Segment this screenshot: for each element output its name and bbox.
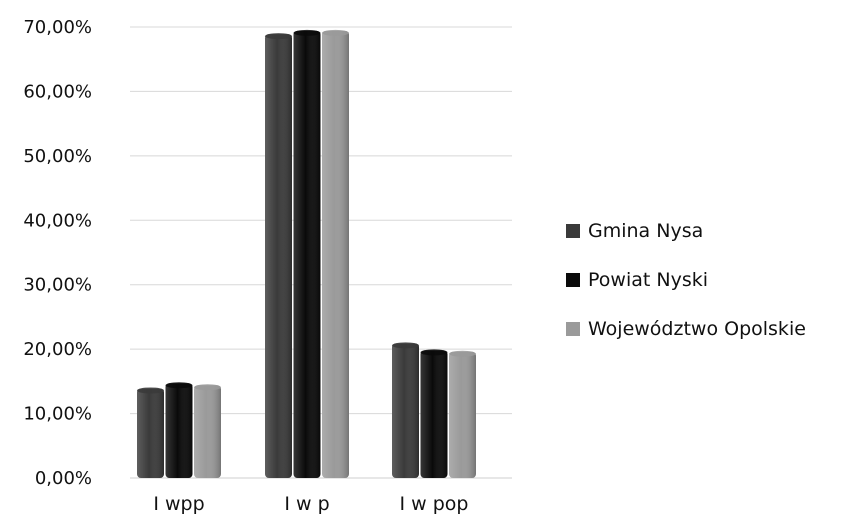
bar-cap [420, 349, 448, 356]
bar [265, 33, 292, 478]
bar-cap [194, 384, 221, 391]
bar [293, 29, 321, 478]
bar-cap [265, 33, 292, 40]
y-axis-tick-labels: 0,00% 10,00% 20,00% 30,00% 40,00% 50,00% 60,00… [23, 17, 92, 489]
bar-shading [293, 30, 321, 478]
y-tick-label: 50,00% [23, 146, 92, 167]
legend-swatch [566, 322, 580, 336]
legend-swatch [566, 224, 580, 238]
bar [420, 349, 448, 478]
y-tick-label: 70,00% [23, 17, 92, 38]
legend-item-wojewodztwo-opolskie: Województwo Opolskie [566, 313, 806, 345]
y-tick-label: 0,00% [35, 468, 92, 489]
bar-cap [293, 29, 321, 36]
x-category-label: I wpp [153, 493, 204, 515]
bar-shading [265, 34, 292, 478]
gridlines [130, 26, 512, 479]
bar-cap [392, 342, 419, 349]
legend-item-gmina-nysa: Gmina Nysa [566, 215, 806, 247]
bars [137, 29, 476, 478]
bar-shading [137, 388, 164, 478]
legend-item-powiat-nyski: Powiat Nyski [566, 264, 806, 296]
x-axis-category-labels: I wpp I w p I w pop [153, 493, 468, 515]
x-category-label: I w p [284, 493, 329, 515]
bar-cap [165, 382, 193, 389]
y-tick-label: 40,00% [23, 210, 92, 231]
bar-shading [322, 30, 349, 478]
legend-label: Powiat Nyski [588, 269, 708, 291]
bar-shading [449, 351, 476, 478]
bar [392, 342, 419, 478]
y-tick-label: 60,00% [23, 81, 92, 102]
y-tick-label: 10,00% [23, 404, 92, 425]
bar-shading [165, 383, 193, 478]
bar [449, 350, 476, 478]
bar [165, 382, 193, 478]
bar [194, 384, 221, 478]
y-tick-label: 30,00% [23, 275, 92, 296]
legend-label: Gmina Nysa [588, 220, 704, 242]
bar-cap [137, 387, 164, 394]
bar-shading [194, 385, 221, 478]
y-tick-label: 20,00% [23, 339, 92, 360]
bar-shading [420, 350, 448, 478]
legend: Gmina Nysa Powiat Nyski Województwo Opol… [566, 215, 806, 362]
legend-label: Województwo Opolskie [588, 318, 806, 340]
bar-shading [392, 343, 419, 478]
bar-cap [449, 350, 476, 357]
bar [322, 29, 349, 478]
x-category-label: I w pop [400, 493, 469, 515]
legend-swatch [566, 273, 580, 287]
bar [137, 387, 164, 478]
bar-cap [322, 29, 349, 36]
